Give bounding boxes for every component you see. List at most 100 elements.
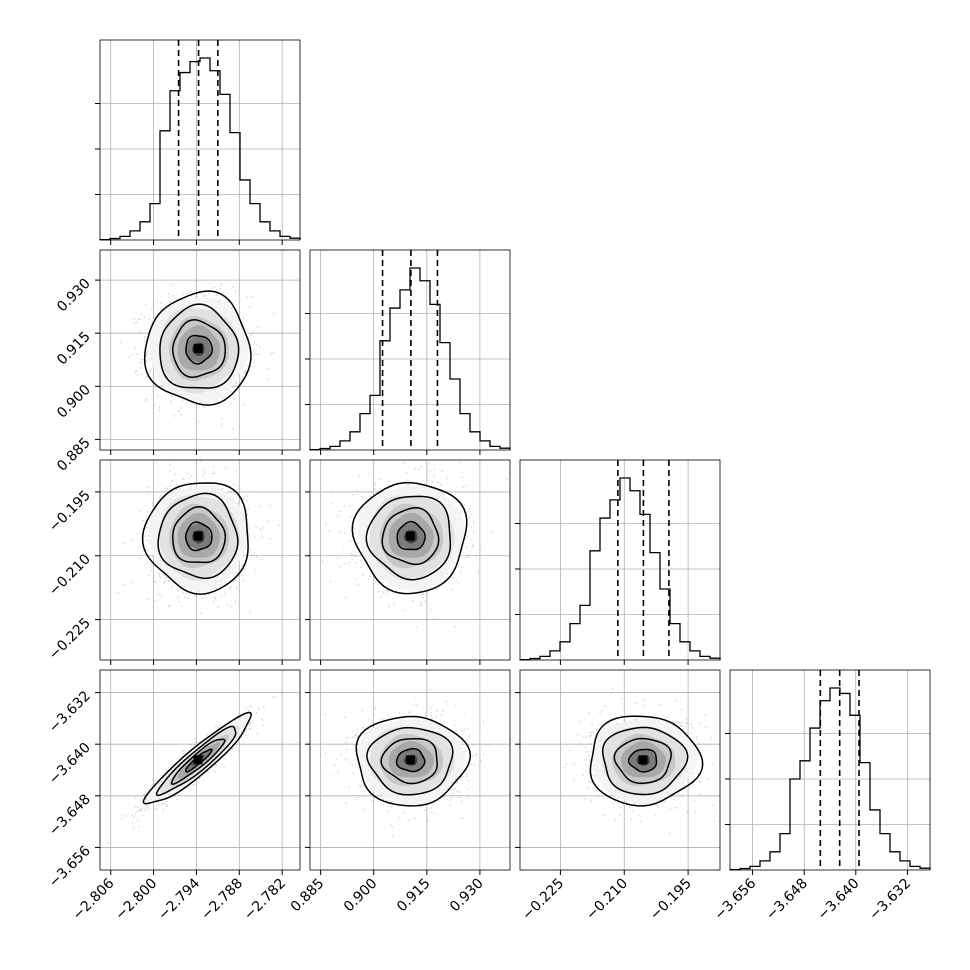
scatter-point [147,804,150,807]
scatter-point [139,557,142,560]
scatter-point [149,563,152,566]
scatter-point [468,507,471,510]
scatter-point [253,349,256,352]
scatter-point [139,367,142,369]
scatter-point [377,590,380,593]
scatter-point [248,723,251,726]
scatter-point [253,365,256,368]
scatter-point [215,726,217,728]
scatter-point [246,296,248,299]
scatter-point [136,373,139,376]
scatter-point [238,564,241,567]
scatter-point [147,318,150,321]
scatter-panel-2-0 [99,459,301,661]
panel-frame [99,669,301,871]
scatter-panel-3-0 [99,669,301,871]
scatter-point [249,722,252,725]
x-tick-label: −3.632 [866,876,914,924]
x-tick-label: −0.225 [519,876,567,924]
scatter-point [166,804,168,807]
scatter-point [148,370,151,373]
scatter-point [214,596,216,599]
scatter-point [407,479,410,482]
scatter-point [151,556,154,558]
histogram-panel-1 [95,39,301,241]
scatter-point [134,806,137,809]
scatter-point [260,528,262,531]
scatter-point [212,600,215,603]
scatter-point [471,755,474,758]
scatter-point [277,524,280,527]
scatter-point [356,748,359,751]
scatter-point [391,834,394,837]
scatter-point [690,723,693,726]
scatter-point [131,814,133,817]
y-tick-label: −3.656 [46,843,94,891]
scatter-point [361,726,364,729]
scatter-point [357,735,359,737]
scatter-point [145,797,148,800]
scatter-point [345,802,348,804]
panel-content [520,670,720,870]
scatter-point [455,730,458,733]
scatter-point [229,491,232,494]
scatter-point [218,287,221,290]
scatter-point [698,793,701,796]
scatter-point [453,561,456,564]
scatter-point [413,817,416,820]
scatter-panel-3-1 [309,669,511,871]
x-tick-label: −2.806 [70,875,118,923]
scatter-point [128,355,131,358]
scatter-point [390,805,393,808]
scatter-point [254,569,257,572]
scatter-point [382,592,385,595]
scatter-point [704,726,707,729]
density-peak [405,531,415,541]
scatter-point [169,400,172,403]
scatter-point [157,593,160,596]
scatter-point [477,570,480,573]
scatter-point [429,711,432,714]
scatter-point [120,818,123,821]
scatter-point [461,566,464,569]
x-tick-label: −2.788 [198,876,246,924]
scatter-point [379,487,382,490]
scatter-point [404,485,407,487]
y-axis-param-2: 0.885 0.900 0.915 0.930 [54,276,100,475]
scatter-point [451,792,454,795]
scatter-point [581,735,584,738]
density-peak [193,755,203,765]
scatter-point [243,497,246,500]
x-tick-label: −2.782 [241,876,289,924]
scatter-point [245,707,248,710]
scatter-point [441,470,444,473]
scatter-point [466,787,469,790]
scatter-point [436,710,439,713]
scatter-point [671,720,674,723]
scatter-point [345,758,348,761]
scatter-point [331,774,334,777]
scatter-point [169,463,172,466]
scatter-point [343,716,346,719]
scatter-point [147,510,150,513]
x-tick-label: −3.648 [763,876,811,924]
scatter-point [261,536,264,539]
scatter-point [379,478,381,481]
scatter-point [190,590,193,592]
scatter-point [153,404,156,407]
x-tick-label: 0.930 [447,876,487,916]
scatter-point [145,353,148,356]
scatter-point [144,335,146,338]
scatter-point [143,340,146,343]
scatter-point [271,696,274,699]
scatter-point [374,483,377,485]
scatter-point [259,528,262,530]
scatter-point [449,788,452,791]
scatter-point [147,534,150,537]
density-peak [405,755,415,765]
scatter-point [637,814,640,817]
scatter-point [244,734,247,737]
contour-line [170,738,226,785]
scatter-point [156,801,159,804]
scatter-point [119,341,122,344]
